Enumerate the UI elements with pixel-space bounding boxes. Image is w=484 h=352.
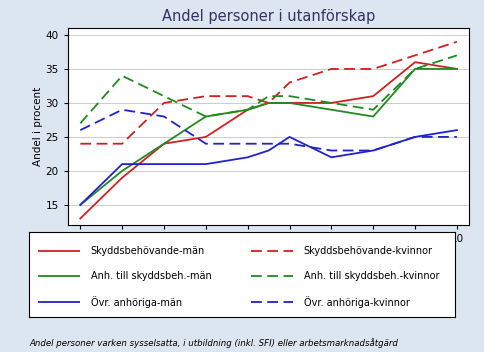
Text: Skyddsbehövande-män: Skyddsbehövande-män [91, 246, 205, 256]
Text: Övr. anhöriga-män: Övr. anhöriga-män [91, 296, 182, 308]
Y-axis label: Andel i procent: Andel i procent [33, 87, 43, 166]
Text: Anh. till skyddsbeh.-män: Anh. till skyddsbeh.-män [91, 271, 212, 281]
Text: Anh. till skyddsbeh.-kvinnor: Anh. till skyddsbeh.-kvinnor [304, 271, 439, 281]
Text: Övr. anhöriga-kvinnor: Övr. anhöriga-kvinnor [304, 296, 409, 308]
X-axis label: År sedan invandring: År sedan invandring [212, 247, 325, 259]
Text: Skyddsbehövande-kvinnor: Skyddsbehövande-kvinnor [304, 246, 433, 256]
Text: Andel personer varken sysselsatta, i utbildning (inkl. SFI) eller arbetsmarknads: Andel personer varken sysselsatta, i utb… [29, 339, 398, 348]
Title: Andel personer i utanförskap: Andel personer i utanförskap [162, 9, 375, 24]
